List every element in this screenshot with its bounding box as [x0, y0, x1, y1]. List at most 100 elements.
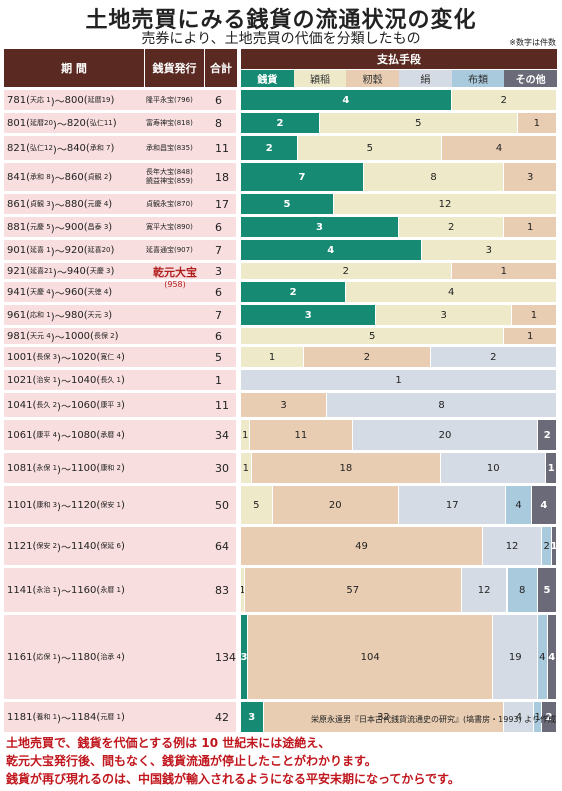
bar-segment-籾穀: 18: [251, 453, 442, 483]
bar-segment-絹: 12: [461, 568, 508, 612]
period-end: 1140: [70, 540, 97, 552]
coin-name: 延喜通宝(907): [146, 245, 193, 254]
period-end-era: 永暦 1: [100, 586, 121, 594]
period-end-era: 元暦 1: [100, 713, 121, 721]
bar-segment-籾穀: 3: [504, 163, 557, 191]
period-label: 801(延暦20)〜 820(弘仁11): [7, 117, 117, 131]
period-end-era: 承暦 4: [100, 431, 121, 439]
row-total: 6: [215, 329, 222, 343]
bar-segment-絹: 12: [482, 527, 543, 565]
period-label: 1101(康和 3)〜 1120(保安 1): [7, 499, 125, 513]
period-end-era: 長久 1: [100, 376, 121, 384]
bar-segment-穎稲: 1: [241, 568, 245, 612]
row-background: [4, 328, 236, 344]
period-start: 961: [7, 309, 27, 321]
period-end-era: 承和 7: [89, 144, 111, 152]
bar-segment-籾穀: 1: [504, 328, 557, 344]
bar-segment-籾穀: 11: [250, 420, 353, 450]
bar-segment-銭貨: 3: [241, 702, 264, 732]
page-title: 土地売買にみる銭貨の流通状況の変化: [85, 8, 477, 33]
period-end: 1080: [70, 429, 97, 441]
period-start-era: 永治 1: [36, 586, 58, 594]
category-header-1: 穎稲: [293, 70, 347, 87]
row-total: 7: [215, 243, 222, 257]
bar-segment-その他: 5: [537, 568, 557, 612]
row-total: 34: [215, 428, 229, 442]
bar-segment-絹: 2: [430, 347, 557, 367]
row-background: [4, 527, 236, 565]
coin-name: 富寿神宝(818): [146, 118, 193, 127]
period-label: 841(承和 8)〜 860(貞観 2): [7, 171, 113, 185]
row-background: [4, 615, 236, 699]
period-start-era: 応和 1: [30, 311, 51, 319]
period-end: 960: [64, 286, 84, 298]
row-background: [4, 486, 236, 524]
period-label: 921(延喜21)〜 940(天慶 3): [7, 265, 115, 279]
row-background: [4, 240, 236, 260]
period-start-era: 永保 1: [36, 464, 58, 472]
bar-segment-穎稲: 4: [346, 282, 557, 302]
bar-segment-籾穀: 1: [451, 263, 557, 279]
bar-segment-その他: 4: [547, 615, 557, 699]
message-line-3: 銭貨が再び現れるのは、中国銭が輸入されるようになる平安末期になってからです。: [6, 772, 460, 786]
bar-segment-銭貨: 5: [241, 194, 334, 214]
header-coin: 銭貨発行: [145, 49, 204, 87]
bar-segment-穎稲: 5: [241, 328, 505, 344]
row-total: 6: [215, 93, 222, 107]
page-subtitle: 売券により、土地売買の代価を分類したもの: [141, 31, 421, 47]
period-label: 881(元慶 5)〜 900(昌泰 3): [7, 221, 113, 235]
bar-segment-籾穀: 20: [272, 486, 399, 524]
period-start: 1141: [7, 584, 33, 596]
period-start-era: 元慶 5: [30, 223, 51, 231]
row-background: [4, 393, 236, 417]
bar-segment-絹: 10: [441, 453, 547, 483]
period-start: 941: [7, 286, 27, 298]
bar-segment-穎稲: 1: [241, 420, 251, 450]
period-end: 1060: [70, 399, 97, 411]
period-label: 861(貞観 3)〜 880(元慶 4): [7, 198, 113, 212]
coin-issued: 貞観永宝(870): [146, 194, 204, 214]
coin-name: 饒益神宝(859): [146, 177, 193, 185]
period-end-era: 寛仁 4: [100, 353, 121, 361]
period-end-era: 天徳 4: [87, 288, 109, 296]
bar-segment-籾穀: 57: [244, 568, 462, 612]
period-start-era: 延喜21: [30, 267, 53, 275]
row-background: [4, 702, 236, 732]
row-total: 7: [215, 308, 222, 322]
period-end: 1160: [70, 584, 97, 596]
message-line-2: 乾元大宝発行後、間もなく、銭貨流通が停止したことがわかります。: [6, 754, 377, 768]
period-end-era: 弘仁11: [89, 119, 113, 127]
bar-segment-その他: 4: [531, 486, 557, 524]
period-end-era: 元慶 4: [87, 200, 109, 208]
period-label: 1121(保安 2)〜 1140(保延 6): [7, 540, 125, 554]
row-background: [4, 163, 236, 191]
period-label: 981(天元 4)〜 1000(長保 2): [7, 330, 119, 344]
period-start-era: 天元 4: [30, 332, 51, 340]
period-end-era: 昌泰 3: [87, 223, 109, 231]
period-end: 840: [66, 142, 86, 154]
row-total: 83: [215, 583, 229, 597]
bar-segment-銭貨: 3: [241, 615, 249, 699]
row-total: 64: [215, 539, 229, 553]
kengen-label: 乾元大宝 (958): [146, 264, 204, 289]
row-background: [4, 420, 236, 450]
bar-segment-穎稲: 3: [421, 240, 557, 260]
row-total: 6: [215, 285, 222, 299]
bar-segment-籾穀: 1: [517, 113, 557, 133]
row-total: 11: [215, 398, 229, 412]
row-background: [4, 305, 236, 325]
period-start-era: 康和 3: [36, 501, 58, 509]
period-start: 981: [7, 330, 27, 342]
period-end-era: 保延 6: [100, 542, 121, 550]
category-header-4: 布類: [451, 70, 505, 87]
bar-segment-穎稲: 5: [298, 136, 443, 160]
period-start: 1161: [7, 651, 33, 663]
row-total: 17: [215, 197, 229, 211]
bar-segment-布類: 8: [507, 568, 538, 612]
period-end-era: 天慶 3: [89, 267, 111, 275]
bar-segment-籾穀: 4: [442, 136, 557, 160]
bar-segment-籾穀: 1: [511, 305, 557, 325]
period-end-era: 康平 3: [100, 401, 121, 409]
period-end: 1040: [70, 374, 97, 386]
row-background: [4, 263, 236, 279]
